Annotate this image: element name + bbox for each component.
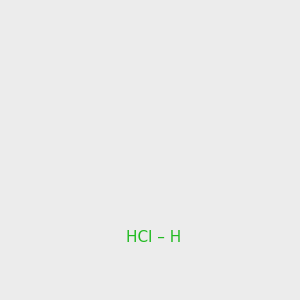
Text: HCl – H: HCl – H xyxy=(126,230,182,245)
